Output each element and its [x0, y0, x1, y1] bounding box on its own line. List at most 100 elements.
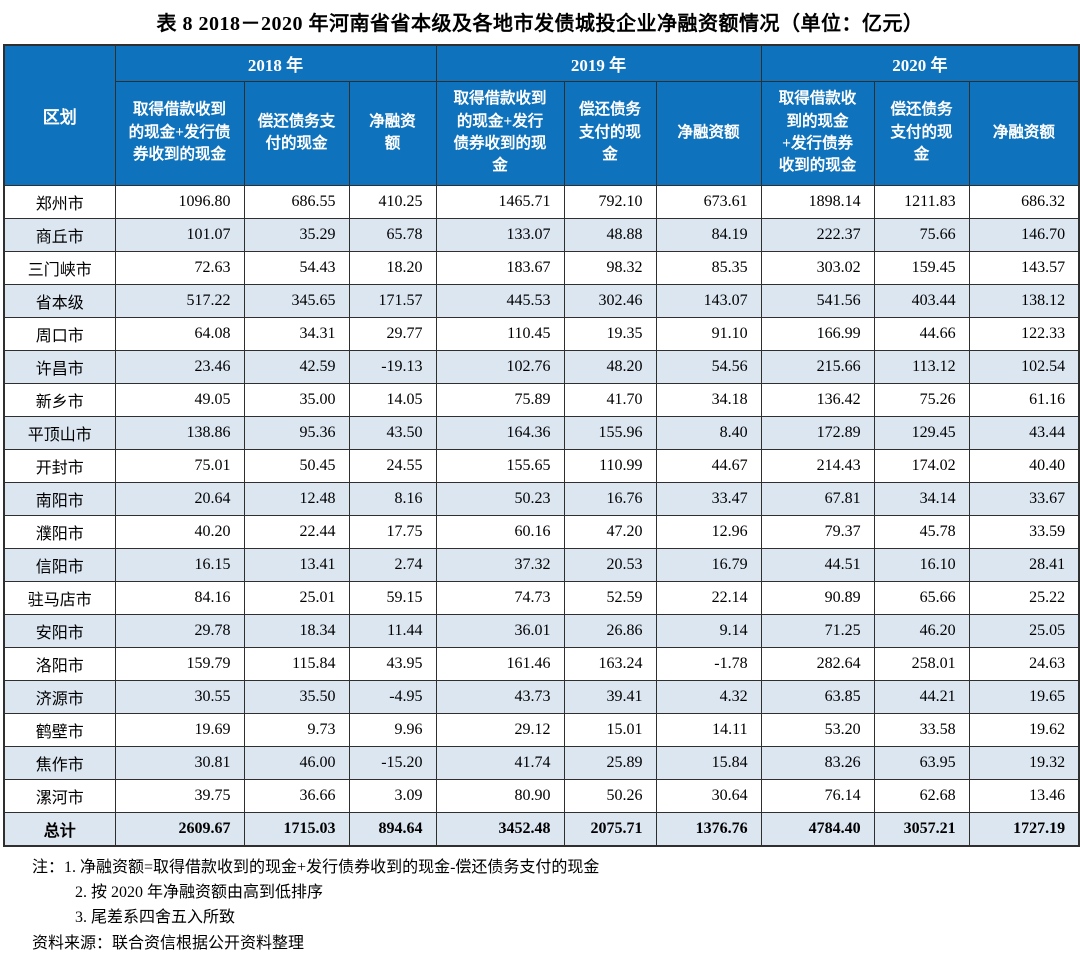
- value-cell: 75.66: [873, 217, 970, 252]
- value-cell: 25.22: [968, 580, 1080, 615]
- value-cell: 59.15: [348, 580, 437, 615]
- value-cell: 29.78: [114, 613, 245, 648]
- value-cell: 143.57: [968, 250, 1080, 285]
- value-cell: 41.74: [435, 745, 565, 780]
- value-cell: 83.26: [760, 745, 875, 780]
- table-row: 鹤壁市 19.69 9.73 9.96 29.12 15.01 14.11 53.20 33.5…: [3, 712, 1080, 747]
- value-cell: 64.08: [114, 316, 245, 351]
- year-2018-header: 2018 年: [114, 44, 437, 82]
- footnotes: 注： 1. 净融资额=取得借款收到的现金+发行债券收到的现金-偿还债务支付的现金…: [32, 856, 1080, 957]
- value-cell: 303.02: [760, 250, 875, 285]
- value-cell: 71.25: [760, 613, 875, 648]
- total-value-cell: 1376.76: [655, 811, 762, 847]
- value-cell: 11.44: [348, 613, 437, 648]
- value-cell: 25.01: [243, 580, 350, 615]
- value-cell: 18.20: [348, 250, 437, 285]
- value-cell: 35.50: [243, 679, 350, 714]
- region-cell: 省本级: [3, 283, 116, 318]
- value-cell: 28.41: [968, 547, 1080, 582]
- col-header-repay-2019: 偿还债务支付的现金: [563, 80, 657, 186]
- value-cell: 214.43: [760, 448, 875, 483]
- value-cell: 102.54: [968, 349, 1080, 384]
- value-cell: 63.85: [760, 679, 875, 714]
- value-cell: 30.55: [114, 679, 245, 714]
- table-row: 郑州市 1096.80 686.55 410.25 1465.71 792.10 673.6…: [3, 184, 1080, 219]
- total-label-cell: 总计: [3, 811, 116, 847]
- value-cell: 90.89: [760, 580, 875, 615]
- table-row: 周口市 64.08 34.31 29.77 110.45 19.35 91.10 166.99…: [3, 316, 1080, 351]
- value-cell: 673.61: [655, 184, 762, 219]
- value-cell: 30.64: [655, 778, 762, 813]
- value-cell: 48.88: [563, 217, 657, 252]
- table-title: 表 8 2018－2020 年河南省省本级及各地市发债城投企业净融资额情况（单位…: [156, 13, 924, 35]
- value-cell: 53.20: [760, 712, 875, 747]
- value-cell: 47.20: [563, 514, 657, 549]
- value-cell: 222.37: [760, 217, 875, 252]
- region-cell: 漯河市: [3, 778, 116, 813]
- value-cell: 24.63: [968, 646, 1080, 681]
- value-cell: 19.32: [968, 745, 1080, 780]
- value-cell: 8.16: [348, 481, 437, 516]
- value-cell: 4.32: [655, 679, 762, 714]
- value-cell: 2.74: [348, 547, 437, 582]
- value-cell: 91.10: [655, 316, 762, 351]
- value-cell: 40.20: [114, 514, 245, 549]
- value-cell: 122.33: [968, 316, 1080, 351]
- col-header-cash-in-2018: 取得借款收到的现金+发行债券收到的现金: [114, 80, 245, 186]
- value-cell: 19.69: [114, 712, 245, 747]
- region-cell: 信阳市: [3, 547, 116, 582]
- year-2020-header: 2020 年: [760, 44, 1080, 82]
- value-cell: 258.01: [873, 646, 970, 681]
- col-header-net-2020: 净融资额: [968, 80, 1080, 186]
- value-cell: -15.20: [348, 745, 437, 780]
- value-cell: 37.32: [435, 547, 565, 582]
- value-cell: 45.78: [873, 514, 970, 549]
- value-cell: 159.79: [114, 646, 245, 681]
- value-cell: 33.47: [655, 481, 762, 516]
- value-cell: 74.73: [435, 580, 565, 615]
- value-cell: 40.40: [968, 448, 1080, 483]
- value-cell: 164.36: [435, 415, 565, 450]
- value-cell: 22.44: [243, 514, 350, 549]
- table-header: 区划 2018 年 2019 年 2020 年 取得借款收到的现金+发行债券收到…: [3, 44, 1080, 186]
- value-cell: 67.81: [760, 481, 875, 516]
- region-cell: 许昌市: [3, 349, 116, 384]
- value-cell: 16.79: [655, 547, 762, 582]
- table-row: 焦作市 30.81 46.00 -15.20 41.74 25.89 15.84 83.26 6…: [3, 745, 1080, 780]
- region-cell: 郑州市: [3, 184, 116, 219]
- value-cell: 19.35: [563, 316, 657, 351]
- value-cell: 110.99: [563, 448, 657, 483]
- table-row: 开封市 75.01 50.45 24.55 155.65 110.99 44.67 214.4…: [3, 448, 1080, 483]
- value-cell: 1211.83: [873, 184, 970, 219]
- financing-table: 区划 2018 年 2019 年 2020 年 取得借款收到的现金+发行债券收到…: [3, 44, 1080, 847]
- value-cell: 686.55: [243, 184, 350, 219]
- value-cell: 403.44: [873, 283, 970, 318]
- value-cell: 79.37: [760, 514, 875, 549]
- value-cell: 85.35: [655, 250, 762, 285]
- value-cell: 517.22: [114, 283, 245, 318]
- value-cell: 48.20: [563, 349, 657, 384]
- value-cell: 136.42: [760, 382, 875, 417]
- value-cell: 95.36: [243, 415, 350, 450]
- total-value-cell: 2075.71: [563, 811, 657, 847]
- value-cell: 65.78: [348, 217, 437, 252]
- value-cell: 34.18: [655, 382, 762, 417]
- value-cell: 36.01: [435, 613, 565, 648]
- year-2019-header: 2019 年: [435, 44, 762, 82]
- value-cell: 20.64: [114, 481, 245, 516]
- table-row: 许昌市 23.46 42.59 -19.13 102.76 48.20 54.56 215.6…: [3, 349, 1080, 384]
- col-header-repay-2018: 偿还债务支付的现金: [243, 80, 350, 186]
- value-cell: 9.73: [243, 712, 350, 747]
- value-cell: 183.67: [435, 250, 565, 285]
- value-cell: 19.65: [968, 679, 1080, 714]
- value-cell: 76.14: [760, 778, 875, 813]
- value-cell: 686.32: [968, 184, 1080, 219]
- value-cell: 34.31: [243, 316, 350, 351]
- value-cell: 1096.80: [114, 184, 245, 219]
- value-cell: 541.56: [760, 283, 875, 318]
- value-cell: 39.75: [114, 778, 245, 813]
- note-item-1: 1. 净融资额=取得借款收到的现金+发行债券收到的现金-偿还债务支付的现金: [64, 859, 600, 876]
- col-header-cash-in-2020: 取得借款收到的现金+发行债券收到的现金: [760, 80, 875, 186]
- value-cell: 215.66: [760, 349, 875, 384]
